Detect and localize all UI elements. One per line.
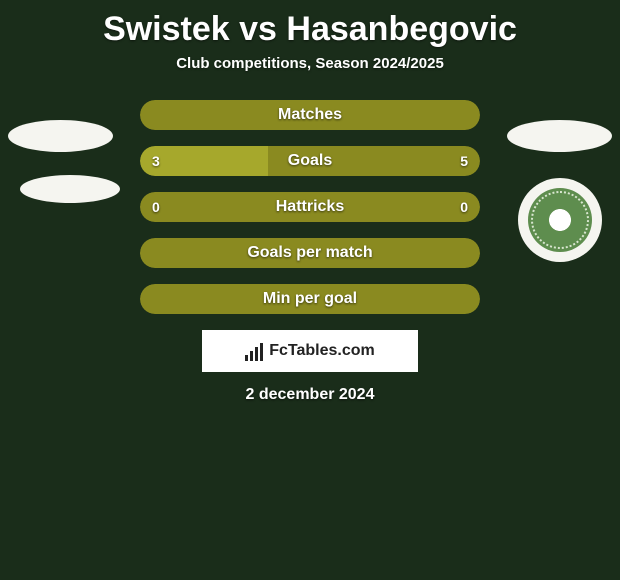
stat-label: Goals	[288, 152, 332, 170]
stat-label: Min per goal	[263, 290, 357, 308]
bar-icon-segment	[260, 343, 263, 361]
stat-value-left: 0	[152, 199, 160, 215]
stat-value-right: 5	[460, 153, 468, 169]
stat-value-right: 0	[460, 199, 468, 215]
stat-row-hattricks: 0 Hattricks 0	[140, 192, 480, 222]
stat-value-left: 3	[152, 153, 160, 169]
stat-row-matches: Matches	[140, 100, 480, 130]
date-text: 2 december 2024	[0, 386, 620, 404]
page-subtitle: Club competitions, Season 2024/2025	[0, 55, 620, 100]
bar-icon-segment	[255, 347, 258, 361]
stat-label: Goals per match	[247, 244, 372, 262]
bar-icon-segment	[250, 351, 253, 361]
page-root: Swistek vs Hasanbegovic Club competition…	[0, 0, 620, 404]
stat-row-goals: 3 Goals 5	[140, 146, 480, 176]
logo-text: FcTables.com	[269, 342, 375, 360]
bars-icon	[245, 341, 263, 361]
stat-row-goals-per-match: Goals per match	[140, 238, 480, 268]
stat-label: Matches	[278, 106, 342, 124]
page-title: Swistek vs Hasanbegovic	[0, 0, 620, 55]
fctables-logo[interactable]: FcTables.com	[202, 330, 418, 372]
stats-list: Matches 3 Goals 5 0 Hattricks 0	[0, 100, 620, 314]
stat-label: Hattricks	[276, 198, 344, 216]
stat-row-min-per-goal: Min per goal	[140, 284, 480, 314]
bar-icon-segment	[245, 355, 248, 361]
